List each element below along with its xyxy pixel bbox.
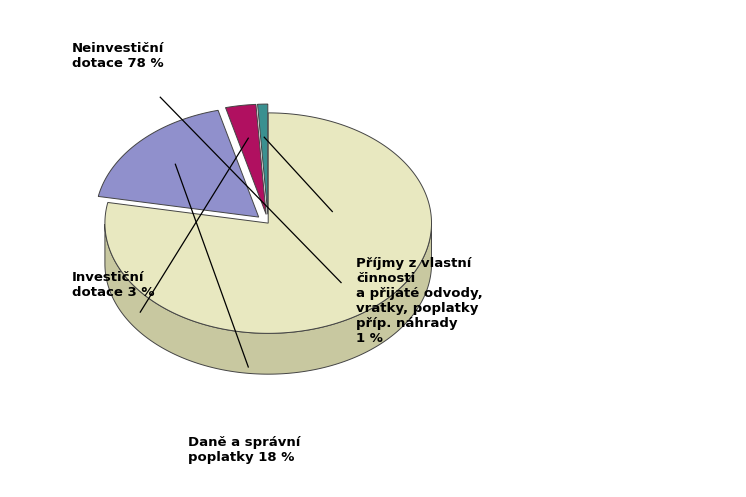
- Polygon shape: [225, 104, 266, 214]
- Text: Neinvestiční
dotace 78 %: Neinvestiční dotace 78 %: [72, 42, 165, 71]
- Text: Investiční
dotace 3 %: Investiční dotace 3 %: [72, 271, 154, 299]
- Polygon shape: [105, 113, 431, 333]
- Polygon shape: [98, 110, 259, 217]
- Polygon shape: [105, 224, 431, 374]
- Polygon shape: [257, 104, 268, 214]
- Text: Daně a správní
poplatky 18 %: Daně a správní poplatky 18 %: [188, 435, 301, 464]
- Text: Příjmy z vlastní
činnosti
a přijaté odvody,
vratky, poplatky
příp. náhrady
1 %: Příjmy z vlastní činnosti a přijaté odvo…: [357, 257, 483, 345]
